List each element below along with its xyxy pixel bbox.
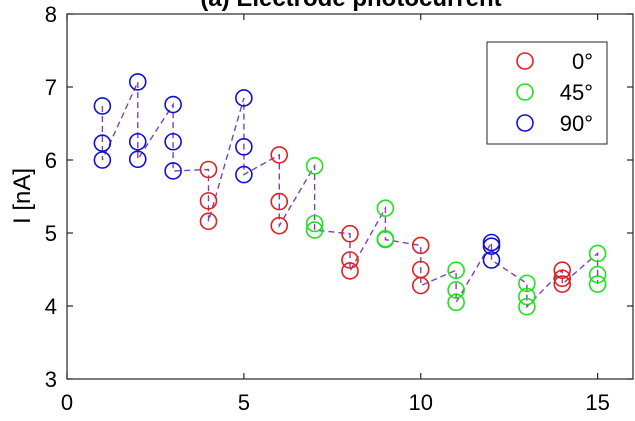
x-tick-label-15: 15 [585, 390, 609, 415]
plot-area: 0 5 10 15 3 4 5 6 7 8 0° 45° 90° [45, 2, 633, 415]
x-tick-label-5: 5 [238, 390, 250, 415]
y-tick-label-5: 5 [45, 221, 57, 246]
x-tick-label-10: 10 [409, 390, 433, 415]
y-tick-label-6: 6 [45, 148, 57, 173]
y-axis-label: I [nA] [9, 168, 36, 224]
chart-title: (a) Electrode photocurrent [200, 0, 501, 12]
y-tick-label-8: 8 [45, 2, 57, 27]
y-tick-label-7: 7 [45, 75, 57, 100]
y-tick-label-3: 3 [45, 367, 57, 392]
y-tick-label-4: 4 [45, 294, 57, 319]
x-tick-label-0: 0 [61, 390, 73, 415]
legend-label-0: 0° [572, 49, 593, 74]
legend-label-1: 45° [560, 80, 593, 105]
legend-label-2: 90° [560, 111, 593, 136]
